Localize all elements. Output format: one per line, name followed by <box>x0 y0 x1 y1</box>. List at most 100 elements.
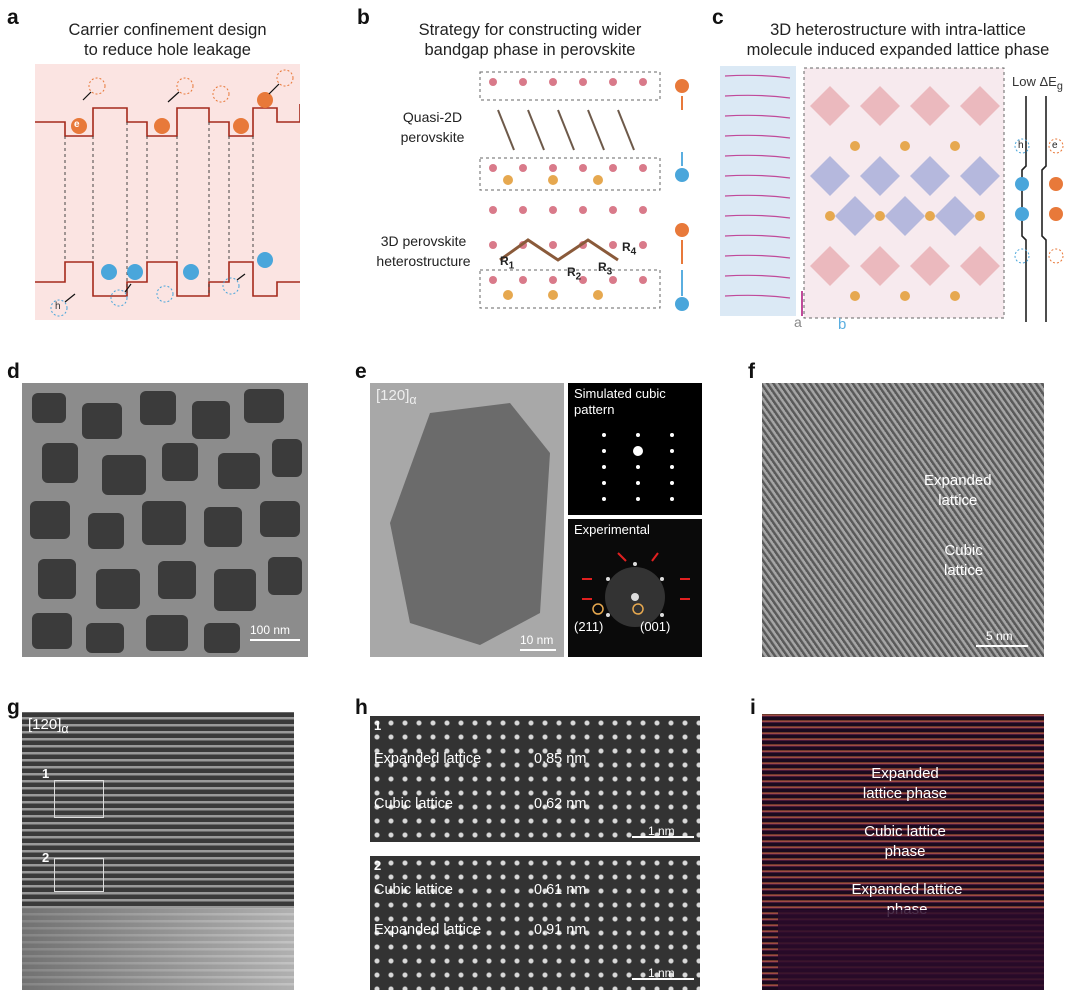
quasi2d-line1: Quasi-2D <box>402 109 463 125</box>
octahedra-pink <box>810 86 1000 286</box>
a-site-cations-bottom <box>503 290 603 300</box>
hrtem-image-e: [120]α 10 nm <box>370 383 564 657</box>
panel-label-g: g <box>7 696 20 719</box>
r2-label: R2 <box>567 265 582 283</box>
overlay-i <box>778 910 1044 990</box>
free-electrons <box>88 69 294 103</box>
phase2-label: Cubic lattice phase <box>850 822 960 862</box>
cubic-lattice-f: Cubic lattice <box>944 541 983 581</box>
strip1-row2-value: 0.62 nm <box>534 796 587 812</box>
phase1-line2: lattice phase <box>862 785 948 802</box>
box2-g <box>54 858 104 892</box>
panel-label-i: i <box>750 696 756 719</box>
experimental-pattern: Experimental (211) (001) <box>568 519 702 657</box>
expanded-line1-f: Expanded <box>924 472 992 489</box>
diffraction-spots-exp <box>606 562 664 617</box>
expanded-lattice-f: Expanded lattice <box>924 471 992 511</box>
band-offset-diagram-c <box>1012 96 1074 322</box>
conduction-band-line <box>35 104 301 137</box>
perovskite-structures <box>478 70 698 320</box>
haadf-strip-1: 1 Expanded lattice 0.85 nm Cubic lattice… <box>370 716 700 842</box>
strip1-num: 1 <box>374 718 382 733</box>
zone-axis-e: [120]α <box>376 387 417 407</box>
panel-label-f: f <box>748 360 755 383</box>
panel-a-title: Carrier confinement design to reduce hol… <box>35 20 300 60</box>
scale-bar-e <box>520 649 556 651</box>
scale-text-f: 5 nm <box>986 629 1013 643</box>
panel-label-b: b <box>357 6 370 29</box>
overlay-g <box>22 908 294 990</box>
het-line2: heterostructure <box>376 253 471 269</box>
strip2-scale-text: 1 nm <box>648 966 675 980</box>
quasi2d-line2: perovskite <box>400 129 465 145</box>
het-line1: 3D perovskite <box>380 233 467 249</box>
strip2-row2-label: Expanded lattice <box>374 922 482 938</box>
hole-top-b <box>675 168 689 182</box>
a-site-cations-top <box>503 175 603 185</box>
spot-211: (211) <box>574 619 604 634</box>
holes-in-wells <box>101 252 273 280</box>
organic-spacers <box>497 109 635 151</box>
quasi2d-label: Quasi-2D perovskite <box>390 107 475 147</box>
hole-bottom-b <box>675 297 689 311</box>
electrons-in-wells <box>71 92 273 134</box>
free-holes <box>50 277 240 317</box>
electron-bottom-b <box>675 223 689 237</box>
band-diagram-svg <box>35 69 301 317</box>
hole-c-2 <box>1015 207 1029 221</box>
panel-label-h: h <box>355 696 368 719</box>
box1-label-g: 1 <box>42 766 50 781</box>
electron-c-2 <box>1049 207 1063 221</box>
intra-lattice-molecule <box>499 238 619 262</box>
strip2-row2-value: 0.91 nm <box>534 922 587 938</box>
electron-label-a: e <box>74 119 80 130</box>
cubic-line2-f: lattice <box>944 562 984 579</box>
nanocrystals <box>30 389 302 653</box>
strip1-scale-text: 1 nm <box>648 824 675 838</box>
lattice-model-c <box>720 66 1010 325</box>
scale-text-e: 10 nm <box>520 633 554 647</box>
r1-label: R1 <box>500 254 515 272</box>
particle-svg <box>370 383 564 657</box>
strip1-row1-value: 0.85 nm <box>534 751 587 767</box>
simulated-label: Simulated cubic pattern <box>574 386 666 418</box>
scale-bar-d <box>250 639 300 641</box>
diffraction-spots-sim <box>602 433 674 501</box>
panel-label-e: e <box>355 360 367 383</box>
electron-top-b <box>675 79 689 93</box>
strip1-row2-label: Cubic lattice <box>374 796 453 812</box>
electron-c-1 <box>1049 177 1063 191</box>
layer-lines <box>724 74 791 299</box>
octahedra-bottom <box>489 206 647 284</box>
cubic-line1-f: Cubic <box>944 542 983 559</box>
phase2-line1: Cubic lattice <box>864 823 946 840</box>
phase1-line1: Expanded <box>871 765 939 782</box>
electron-label-c: e <box>1052 140 1058 151</box>
experimental-label: Experimental <box>574 522 650 537</box>
phase3-line1: Expanded lattice <box>851 881 963 898</box>
panel-a-title-line1: Carrier confinement design <box>68 21 267 39</box>
strip2-row1-value: 0.61 nm <box>534 882 587 898</box>
panel-c-title-line2: molecule induced expanded lattice phase <box>746 41 1050 59</box>
haadf-image-g: [120]α 1 2 <box>22 712 294 990</box>
simulated-line1: Simulated cubic <box>574 386 666 401</box>
scale-bar-f <box>976 645 1028 647</box>
dashed-guides <box>64 122 254 296</box>
heterostructure-label: 3D perovskite heterostructure <box>366 231 481 271</box>
low-delta-eg: Low ΔEg <box>1012 74 1063 93</box>
panel-c-title: 3D heterostructure with intra-lattice mo… <box>728 20 1068 60</box>
simulated-pattern: Simulated cubic pattern <box>568 383 702 515</box>
panel-c-title-line1: 3D heterostructure with intra-lattice <box>770 21 1026 39</box>
hole-label-a: h <box>55 301 61 312</box>
spot-001: (001) <box>640 619 671 634</box>
panel-label-c: c <box>712 6 724 29</box>
octahedra-blue <box>810 156 1000 236</box>
zone-axis-g: [120]α <box>28 716 69 736</box>
valence-band-line <box>35 261 300 297</box>
octahedra-top <box>489 78 647 172</box>
strip2-num: 2 <box>374 858 382 873</box>
expanded-line2-f: lattice <box>938 492 978 509</box>
nanocrystals-svg <box>22 383 308 657</box>
axis-b-label: b <box>838 316 847 333</box>
panel-label-d: d <box>7 360 20 383</box>
